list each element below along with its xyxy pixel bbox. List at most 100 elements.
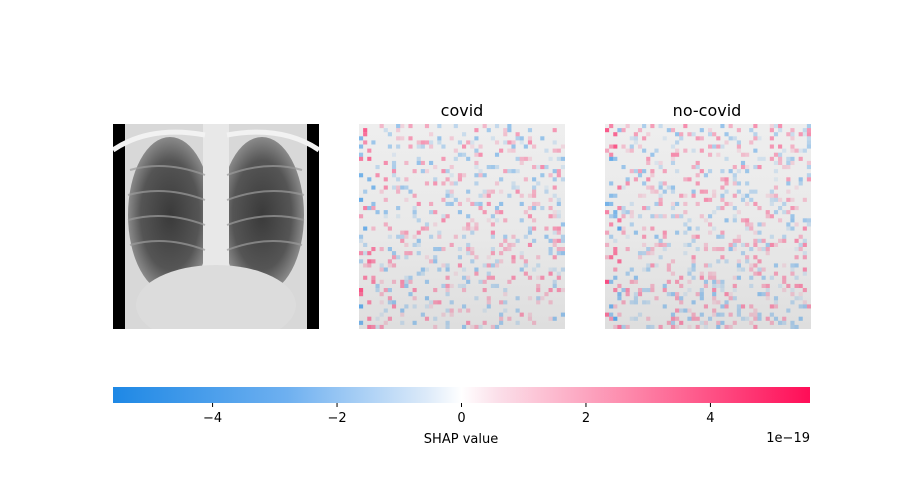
shap-cell — [613, 156, 618, 161]
colorbar-label: SHAP value — [424, 432, 498, 447]
shap-cell — [637, 128, 643, 133]
shap-cell — [732, 214, 737, 219]
shap-cell — [753, 132, 758, 137]
shap-cell — [400, 124, 405, 129]
shap-cell — [396, 124, 401, 129]
shap-cell — [765, 288, 770, 293]
shap-cell — [359, 136, 364, 141]
shap-cell — [424, 169, 430, 174]
shap-cell — [515, 185, 520, 190]
shap-cell — [617, 206, 622, 211]
shap-cell — [466, 189, 471, 194]
shap-cell — [642, 181, 647, 186]
shap-cell — [503, 292, 508, 297]
shap-cell — [708, 169, 713, 174]
shap-cell — [552, 214, 557, 219]
shap-cell — [786, 308, 791, 313]
shap-cell — [486, 296, 491, 301]
shap-cell — [670, 144, 676, 149]
shap-cell — [712, 275, 717, 280]
shap-cell — [769, 197, 774, 202]
shap-cell — [778, 144, 783, 149]
shap-cell — [466, 279, 471, 284]
shap-cell — [494, 324, 500, 329]
shap-cell — [499, 300, 504, 305]
shap-cell — [720, 304, 725, 309]
shap-cell — [695, 201, 700, 206]
shap-cell — [786, 189, 791, 194]
shap-cell — [420, 267, 425, 272]
shap-cell — [720, 197, 725, 202]
shap-cell — [773, 152, 779, 157]
shap-cell — [745, 181, 750, 186]
shap-cell — [556, 156, 561, 161]
shap-cell — [658, 214, 663, 219]
shap-cell — [691, 263, 696, 268]
shap-cell — [519, 251, 524, 256]
shap-cell — [359, 304, 364, 309]
shap-cell — [712, 247, 717, 252]
shap-cell — [802, 304, 807, 309]
shap-cell — [544, 165, 549, 170]
shap-cell — [749, 283, 754, 288]
shap-cell — [457, 283, 462, 288]
shap-cell — [445, 320, 450, 325]
shap-cell — [802, 242, 807, 247]
shap-cell — [396, 214, 401, 219]
shap-cell — [670, 128, 676, 133]
shap-cell — [486, 189, 491, 194]
shap-cell — [470, 324, 475, 329]
shap-cell — [412, 320, 417, 325]
shap-cell — [400, 238, 405, 243]
shap-cell — [499, 316, 504, 321]
shap-cell — [462, 288, 467, 293]
shap-cell — [658, 201, 663, 206]
shap-cell — [745, 193, 750, 198]
panel-title-no-covid: no-covid — [673, 101, 742, 120]
shap-cell — [412, 210, 417, 215]
shap-cell — [437, 300, 442, 305]
shap-cell — [540, 165, 545, 170]
shap-cell — [662, 283, 667, 288]
shap-cell — [560, 165, 565, 170]
shap-cell — [740, 165, 746, 170]
shap-cell — [724, 259, 729, 264]
shap-cell — [625, 148, 630, 153]
shap-cell — [552, 316, 557, 321]
shap-cell — [642, 206, 647, 211]
shap-cell — [441, 156, 446, 161]
shap-cell — [637, 251, 643, 256]
shap-cell — [650, 214, 655, 219]
shap-cell — [703, 320, 708, 325]
shap-cell — [507, 242, 512, 247]
shap-cell — [806, 144, 811, 149]
shap-cell — [724, 300, 729, 305]
shap-cell — [757, 238, 762, 243]
shap-cell — [548, 300, 553, 305]
shap-cell — [523, 259, 528, 264]
shap-cell — [699, 271, 704, 276]
shap-cell — [499, 242, 504, 247]
shap-cell — [371, 247, 376, 252]
shap-cell — [691, 148, 696, 153]
shap-cell — [637, 169, 643, 174]
shap-cell — [786, 197, 791, 202]
shap-cell — [494, 263, 500, 268]
shap-cell — [367, 148, 372, 153]
shap-cell — [646, 251, 651, 256]
shap-cell — [470, 144, 475, 149]
shap-cell — [675, 214, 680, 219]
shap-cell — [527, 226, 533, 231]
shap-cell — [699, 169, 704, 174]
shap-cell — [633, 275, 638, 280]
shap-cell — [790, 292, 795, 297]
shap-cell — [753, 312, 758, 317]
shap-cell — [802, 251, 807, 256]
shap-cell — [662, 247, 667, 252]
shap-cell — [532, 177, 537, 182]
shap-cell — [400, 230, 405, 235]
colorbar — [113, 387, 810, 403]
shap-cell — [412, 214, 417, 219]
shap-cell — [720, 206, 725, 211]
